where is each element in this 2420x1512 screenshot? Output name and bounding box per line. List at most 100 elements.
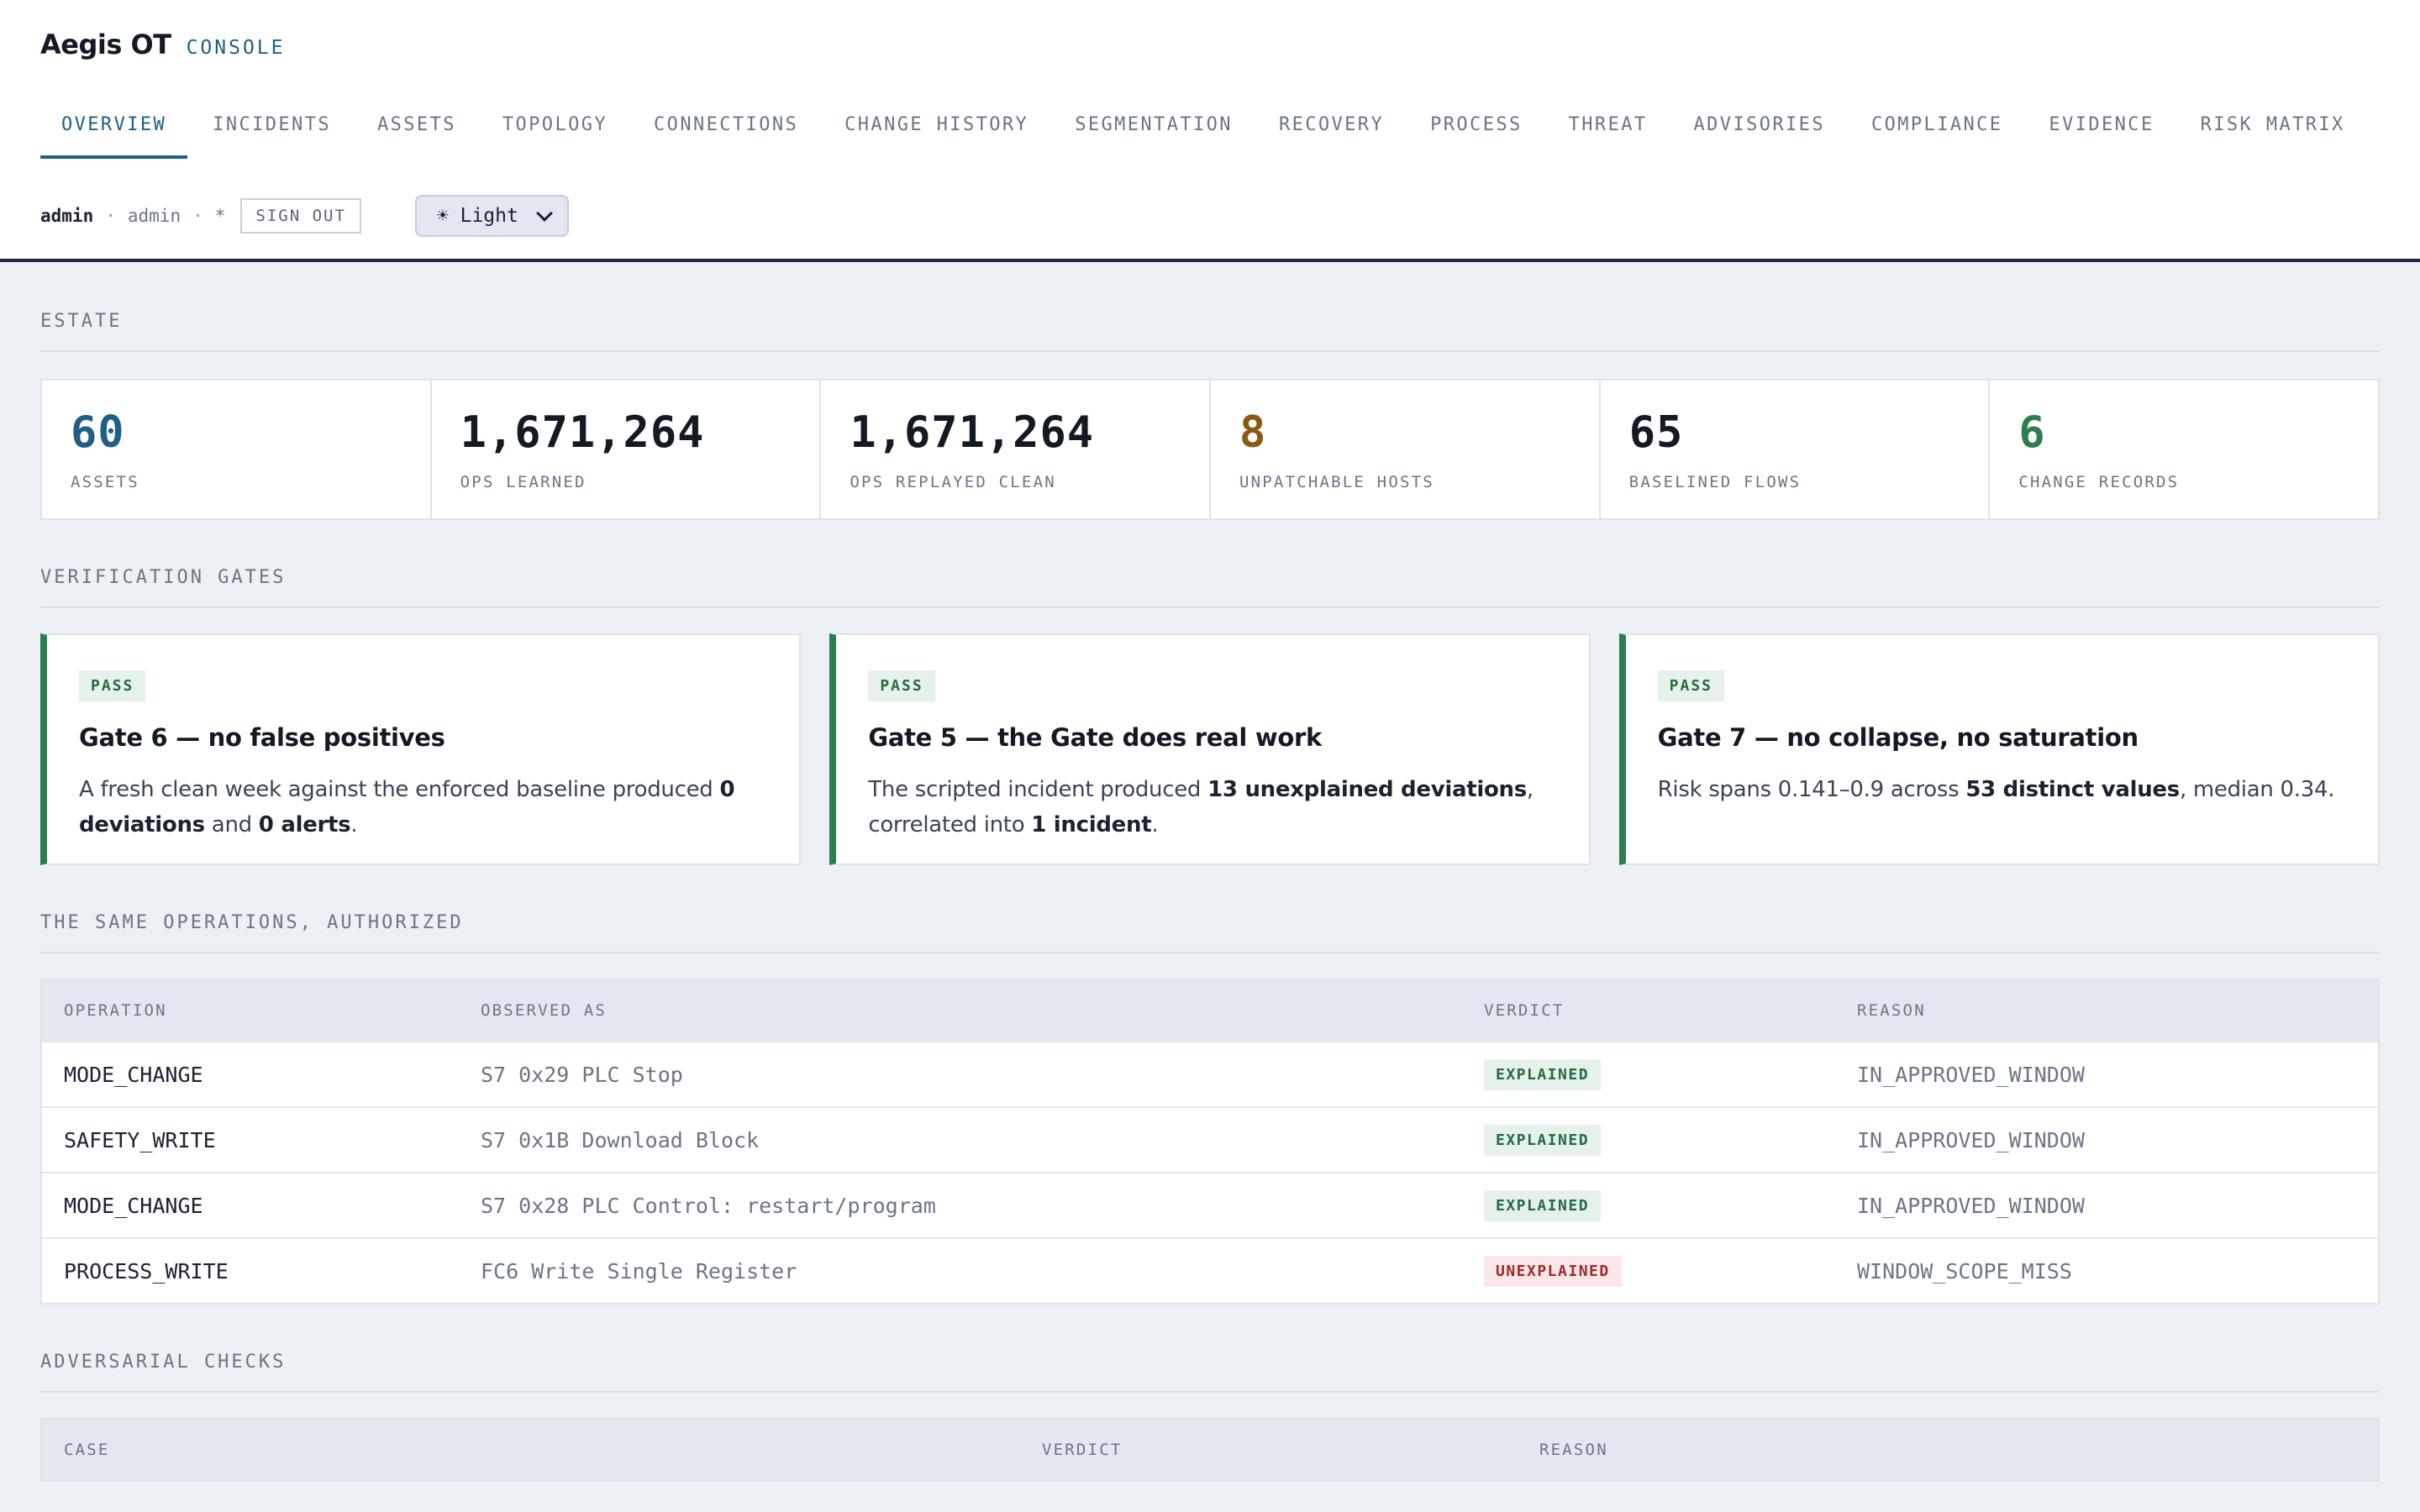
operation-cell: PROCESS_WRITE — [64, 1258, 229, 1284]
tab-risk-matrix[interactable]: RISK MATRIX — [2200, 114, 2345, 135]
gate-card: PASS Gate 5 — the Gate does real work The … — [829, 633, 1591, 865]
operation-cell: MODE_CHANGE — [64, 1193, 203, 1218]
app-subtitle: CONSOLE — [186, 37, 286, 59]
tab-incidents[interactable]: INCIDENTS — [213, 114, 331, 135]
gate-highlight: 1 incident — [1031, 812, 1152, 837]
table-row[interactable]: SAFETY_WRITE S7 0x1B Download Block EXPLAI… — [42, 1106, 2378, 1172]
gate-highlight: 0 alerts — [258, 812, 351, 837]
gate-highlight: 13 unexplained deviations — [1207, 777, 1527, 802]
separator: · — [192, 206, 203, 226]
gate-text: The scripted incident produced — [868, 777, 1208, 802]
username: admin — [40, 206, 94, 226]
stat-card: 1,671,264 OPS REPLAYED CLEAN — [821, 381, 1212, 518]
status-badge: PASS — [79, 670, 146, 701]
operation-cell: MODE_CHANGE — [64, 1062, 203, 1087]
gate-description: A fresh clean week against the enforced … — [79, 772, 767, 843]
gate-text: A fresh clean week against the enforced … — [79, 777, 720, 802]
tab-segmentation[interactable]: SEGMENTATION — [1075, 114, 1233, 135]
verification-gates: PASS Gate 6 — no false positives A fresh c… — [40, 633, 2380, 865]
section-title-operations: THE SAME OPERATIONS, AUTHORIZED — [40, 912, 2380, 953]
main-nav: OVERVIEW INCIDENTS ASSETS TOPOLOGY CONNECTIO… — [40, 97, 2370, 159]
user-marker: * — [214, 206, 226, 226]
gate-text: . — [350, 812, 358, 837]
tab-process[interactable]: PROCESS — [1430, 114, 1523, 135]
stat-label: OPS LEARNED — [460, 473, 587, 491]
adversarial-table: CASE VERDICT REASON — [40, 1418, 2380, 1482]
status-badge: PASS — [868, 670, 935, 701]
top-header: Aegis OT CONSOLE OVERVIEW INCIDENTS ASSETS… — [0, 0, 2420, 262]
column-header-operation[interactable]: OPERATION — [64, 1001, 167, 1020]
reason-cell: IN_APPROVED_WINDOW — [1857, 1193, 2085, 1218]
separator: · — [105, 206, 116, 226]
table-header-row: OPERATION OBSERVED AS VERDICT REASON — [42, 980, 2378, 1041]
reason-cell: IN_APPROVED_WINDOW — [1857, 1127, 2085, 1152]
verdict-cell: EXPLAINED — [1462, 1189, 1835, 1221]
status-badge: PASS — [1657, 670, 1725, 701]
table-row[interactable]: MODE_CHANGE S7 0x29 PLC Stop EXPLAINED IN_A… — [42, 1041, 2378, 1106]
gate-text: , correlated into — [868, 777, 1534, 837]
observed-cell: S7 0x29 PLC Stop — [481, 1062, 683, 1087]
column-header-verdict[interactable]: VERDICT — [1042, 1441, 1123, 1459]
gate-title: Gate 7 — no collapse, no saturation — [1657, 723, 2139, 752]
gate-title: Gate 5 — the Gate does real work — [868, 723, 1322, 752]
tab-connections[interactable]: CONNECTIONS — [654, 114, 799, 135]
operation-cell: SAFETY_WRITE — [64, 1127, 216, 1152]
gate-text: and — [204, 812, 259, 837]
column-header-observed[interactable]: OBSERVED AS — [481, 1001, 608, 1020]
tab-evidence[interactable]: EVIDENCE — [2049, 114, 2154, 135]
tab-topology[interactable]: TOPOLOGY — [502, 114, 608, 135]
tab-change-history[interactable]: CHANGE HISTORY — [844, 114, 1029, 135]
gate-highlight: 0 deviations — [79, 777, 735, 837]
table-header-row: CASE VERDICT REASON — [42, 1420, 2378, 1480]
gate-text: . — [1151, 812, 1159, 837]
section-title-gates: VERIFICATION GATES — [40, 567, 2380, 608]
verdict-cell: UNEXPLAINED — [1462, 1255, 1835, 1287]
estate-stats: 60 ASSETS 1,671,264 OPS LEARNED 1,671,264 OPS… — [40, 379, 2380, 520]
column-header-case[interactable]: CASE — [64, 1441, 110, 1459]
gate-text: Risk spans 0.141–0.9 across — [1657, 777, 1966, 802]
column-header-reason[interactable]: REASON — [1539, 1441, 1608, 1459]
gate-text: , median 0.34. — [2179, 777, 2335, 802]
column-header-reason[interactable]: REASON — [1857, 1001, 1926, 1020]
gate-highlight: 53 distinct values — [1965, 777, 2180, 802]
reason-cell: WINDOW_SCOPE_MISS — [1857, 1258, 2072, 1284]
observed-cell: S7 0x28 PLC Control: restart/program — [481, 1193, 936, 1218]
verdict-cell: EXPLAINED — [1462, 1124, 1835, 1156]
table-row[interactable]: PROCESS_WRITE FC6 Write Single Register UN… — [42, 1237, 2378, 1303]
observed-cell: S7 0x1B Download Block — [481, 1127, 760, 1152]
stat-label: UNPATCHABLE HOSTS — [1239, 473, 1434, 491]
gate-card: PASS Gate 6 — no false positives A fresh c… — [40, 633, 802, 865]
verdict-badge: UNEXPLAINED — [1484, 1255, 1622, 1287]
app-name: Aegis OT — [40, 29, 171, 60]
tab-overview[interactable]: OVERVIEW — [40, 97, 188, 159]
gate-description: The scripted incident produced 13 unexpl… — [868, 772, 1556, 843]
user-bar: admin · admin · * SIGN OUT ☀ Light — [40, 195, 569, 237]
stat-value: 65 — [1628, 407, 1684, 458]
stat-value: 1,671,264 — [850, 407, 1095, 458]
column-header-verdict[interactable]: VERDICT — [1484, 1001, 1565, 1020]
brand: Aegis OT CONSOLE — [40, 29, 286, 60]
operations-table: OPERATION OBSERVED AS VERDICT REASON MOD… — [40, 979, 2380, 1305]
section-title-adversarial: ADVERSARIAL CHECKS — [40, 1352, 2380, 1393]
theme-select[interactable]: ☀ Light — [414, 195, 569, 237]
tab-assets[interactable]: ASSETS — [376, 114, 456, 135]
stat-value: 6 — [2018, 407, 2046, 458]
stat-label: CHANGE RECORDS — [2018, 473, 2180, 491]
sign-out-button[interactable]: SIGN OUT — [240, 198, 361, 234]
table-row[interactable]: MODE_CHANGE S7 0x28 PLC Control: restart/… — [42, 1172, 2378, 1237]
stat-label: OPS REPLAYED CLEAN — [850, 473, 1056, 491]
stat-card: 65 BASELINED FLOWS — [1601, 381, 1991, 518]
user-role: admin — [127, 206, 182, 226]
theme-select-value: ☀ Light — [436, 205, 518, 227]
stat-card: 6 CHANGE RECORDS — [1990, 381, 2378, 518]
tab-advisories[interactable]: ADVISORIES — [1693, 114, 1825, 135]
stat-card: 8 UNPATCHABLE HOSTS — [1211, 381, 1601, 518]
gate-description: Risk spans 0.141–0.9 across 53 distinct … — [1658, 772, 2346, 807]
reason-cell: IN_APPROVED_WINDOW — [1857, 1062, 2085, 1087]
stat-value: 1,671,264 — [460, 407, 705, 458]
stat-card: 60 ASSETS — [42, 381, 432, 518]
tab-recovery[interactable]: RECOVERY — [1278, 114, 1385, 135]
stat-value: 60 — [71, 407, 125, 458]
tab-compliance[interactable]: COMPLIANCE — [1870, 114, 2003, 135]
tab-threat[interactable]: THREAT — [1568, 114, 1648, 135]
